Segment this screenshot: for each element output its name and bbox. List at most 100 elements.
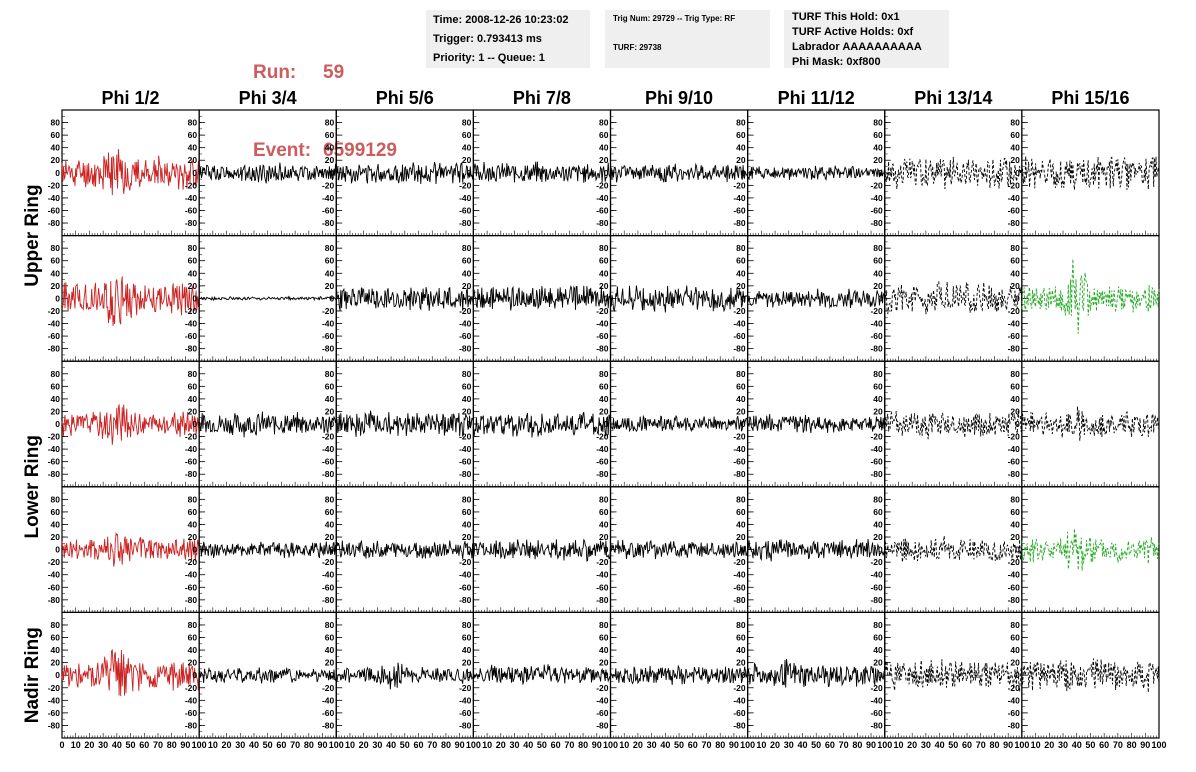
ring-label: Lower Ring <box>22 435 43 538</box>
y-tick-label: 80 <box>873 494 883 504</box>
y-tick-label: 60 <box>1010 381 1020 391</box>
y-tick-label: 80 <box>462 369 472 379</box>
y-tick-label: 80 <box>188 369 198 379</box>
waveform-trace <box>472 664 611 685</box>
y-tick-label: -60 <box>322 582 335 592</box>
y-tick-label: 60 <box>188 381 198 391</box>
y-tick-label: -20 <box>322 432 335 442</box>
time-line: Time: 2008-12-26 10:23:02 <box>433 14 569 26</box>
y-tick-label: -40 <box>733 319 746 329</box>
y-tick-label: 80 <box>1010 494 1020 504</box>
run-line: Run: 59 <box>253 60 397 86</box>
y-tick-label: 60 <box>736 633 746 643</box>
turf-hold-line: TURF This Hold: 0x1 <box>792 11 900 23</box>
x-tick-label: 50 <box>1085 740 1095 750</box>
y-tick-label: 40 <box>736 143 746 153</box>
x-tick-label: 90 <box>318 740 328 750</box>
y-tick-label: -80 <box>185 595 198 605</box>
y-tick-label: -40 <box>596 444 609 454</box>
y-tick-label: -20 <box>1008 557 1021 567</box>
y-tick-label: 20 <box>599 281 609 291</box>
column-header: Phi 7/8 <box>513 88 571 108</box>
ring-label: Nadir Ring <box>22 627 43 723</box>
y-tick-label: -80 <box>733 469 746 479</box>
y-tick-label: -40 <box>459 319 472 329</box>
y-tick-label: 0 <box>192 168 197 178</box>
y-tick-label: 0 <box>192 419 197 429</box>
y-tick-label: 0 <box>1015 419 1020 429</box>
y-tick-label: -20 <box>596 180 609 190</box>
y-tick-label: 60 <box>51 256 61 266</box>
y-tick-label: 40 <box>873 645 883 655</box>
y-tick-label: 20 <box>325 406 335 416</box>
y-tick-label: -40 <box>322 695 335 705</box>
run-event-block: Run: 59 Event: 6599129 <box>253 8 397 190</box>
panel-frame <box>884 109 1023 237</box>
y-tick-label: -20 <box>48 557 61 567</box>
y-tick-label: -80 <box>596 469 609 479</box>
phi-mask-line: Phi Mask: 0xf800 <box>792 56 881 68</box>
waveform-trace <box>335 161 474 185</box>
run-value: 59 <box>323 62 345 83</box>
x-tick-label: 20 <box>633 740 643 750</box>
y-tick-label: -60 <box>733 205 746 215</box>
y-tick-label: -60 <box>48 457 61 467</box>
y-tick-label: 0 <box>741 670 746 680</box>
x-tick-label: 20 <box>496 740 506 750</box>
y-tick-label: -20 <box>185 557 198 567</box>
waveform-trace <box>472 538 611 562</box>
y-tick-label: 20 <box>1010 532 1020 542</box>
y-tick-label: 80 <box>1010 620 1020 630</box>
y-tick-label: 60 <box>325 256 335 266</box>
ring-label: Upper Ring <box>22 184 43 286</box>
x-tick-label: 40 <box>660 740 670 750</box>
x-tick-label: 80 <box>578 740 588 750</box>
trig-info-box: Trig Num: 29729 -- Trig Type: RF TURF: 2… <box>605 10 770 68</box>
x-tick-label: 40 <box>112 740 122 750</box>
column-header: Phi 5/6 <box>376 88 434 108</box>
y-tick-label: 20 <box>599 155 609 165</box>
y-tick-label: 60 <box>873 130 883 140</box>
y-tick-label: 40 <box>736 268 746 278</box>
y-tick-label: 60 <box>599 381 609 391</box>
waveform-trace <box>884 535 1023 563</box>
y-tick-label: 60 <box>1010 507 1020 517</box>
y-tick-label: -60 <box>322 457 335 467</box>
y-tick-label: 60 <box>325 507 335 517</box>
y-tick-label: -40 <box>596 570 609 580</box>
y-tick-label: 20 <box>599 406 609 416</box>
y-tick-label: -40 <box>870 695 883 705</box>
y-tick-label: -60 <box>870 331 883 341</box>
y-tick-label: -60 <box>1008 708 1021 718</box>
y-tick-label: 80 <box>462 494 472 504</box>
x-tick-label: 20 <box>770 740 780 750</box>
y-tick-label: -80 <box>185 720 198 730</box>
y-tick-label: 20 <box>599 532 609 542</box>
y-tick-label: -60 <box>870 582 883 592</box>
column-header: Phi 3/4 <box>239 88 297 108</box>
x-tick-label: 20 <box>359 740 369 750</box>
y-tick-label: 40 <box>51 268 61 278</box>
y-tick-label: -60 <box>48 708 61 718</box>
y-tick-label: 80 <box>325 369 335 379</box>
y-tick-label: -40 <box>596 319 609 329</box>
x-tick-label: 20 <box>222 740 232 750</box>
y-tick-label: -60 <box>459 457 472 467</box>
y-tick-label: 0 <box>330 545 335 555</box>
y-tick-label: 40 <box>188 394 198 404</box>
y-tick-label: 0 <box>330 670 335 680</box>
x-tick-label: 50 <box>537 740 547 750</box>
y-tick-label: 80 <box>736 494 746 504</box>
y-tick-label: -20 <box>48 180 61 190</box>
y-tick-label: 80 <box>51 620 61 630</box>
y-tick-label: 20 <box>873 281 883 291</box>
x-tick-label: 40 <box>386 740 396 750</box>
waveform-trace <box>610 664 749 685</box>
y-tick-label: -80 <box>1008 218 1021 228</box>
y-tick-label: -80 <box>185 469 198 479</box>
y-tick-label: 40 <box>736 645 746 655</box>
waveform-trace <box>884 410 1023 440</box>
x-tick-label: 90 <box>180 740 190 750</box>
y-tick-label: -40 <box>733 695 746 705</box>
y-tick-label: -80 <box>1008 469 1021 479</box>
